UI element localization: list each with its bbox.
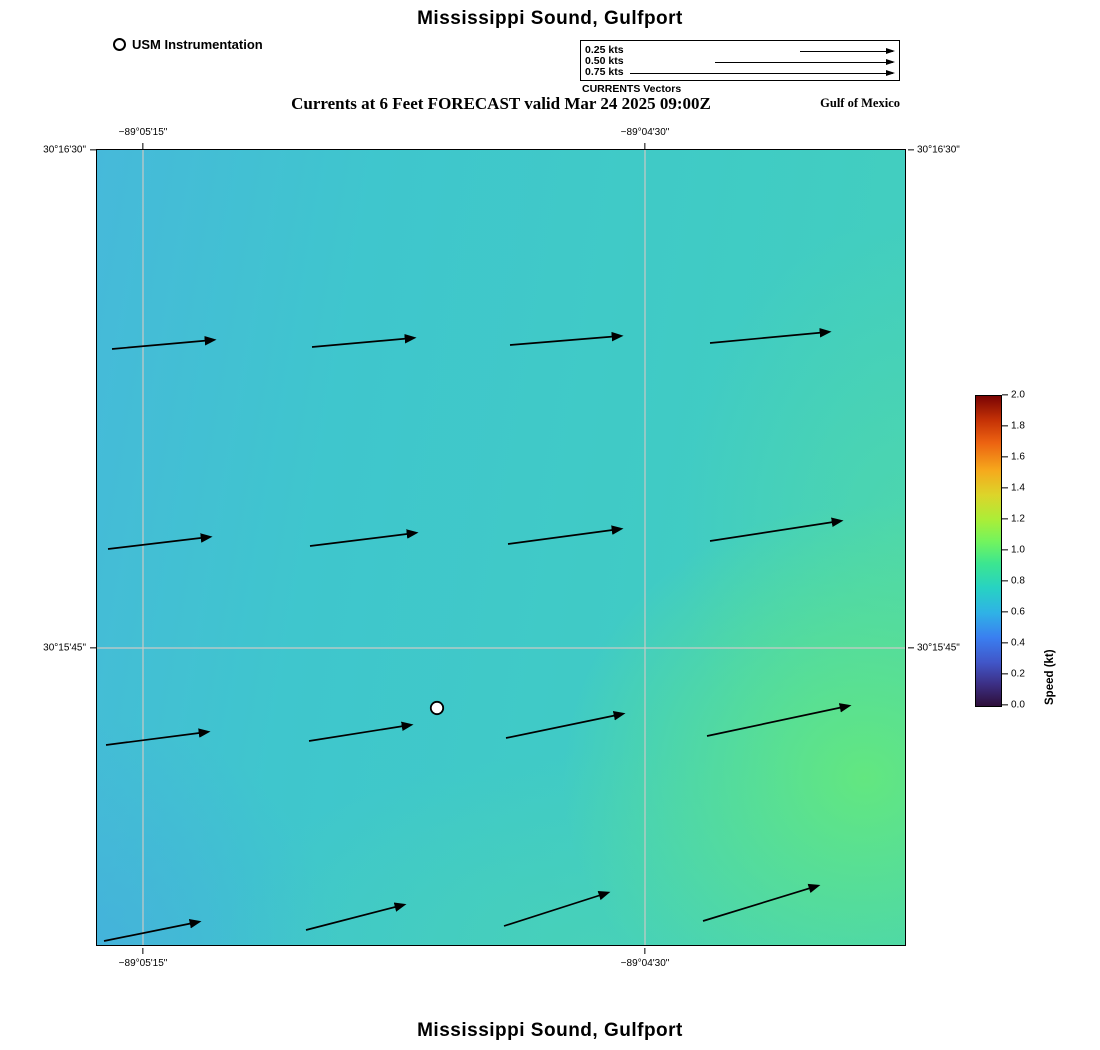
- colorbar-tick: [1002, 549, 1008, 551]
- colorbar-tick-label: 1.2: [1011, 513, 1025, 525]
- axis-tick-top: [644, 143, 646, 149]
- colorbar-tick-label: 0.0: [1011, 699, 1025, 711]
- current-vector-arrow: [311, 333, 417, 348]
- lat-tick-label-left: 30°16'30": [43, 144, 86, 156]
- colorbar-tick-label: 0.2: [1011, 668, 1025, 680]
- lon-tick-label-bottom: −89°04'30": [620, 958, 670, 969]
- colorbar-tick: [1002, 642, 1008, 644]
- colorbar-tick: [1002, 456, 1008, 458]
- lat-tick-label-left: 30°15'45": [43, 642, 86, 654]
- current-vector-arrow: [111, 335, 217, 350]
- colorbar-tick-label: 2.0: [1011, 389, 1025, 401]
- current-vector-arrow: [103, 918, 202, 942]
- usm-station-marker: [429, 700, 445, 716]
- axis-tick-bottom: [142, 948, 144, 954]
- axis-tick-top: [142, 143, 144, 149]
- current-vector-arrow: [709, 328, 832, 344]
- current-map: [96, 149, 906, 946]
- current-map-canvas: [97, 150, 905, 945]
- current-vector-arrow: [505, 711, 626, 739]
- current-vector-arrow: [309, 529, 419, 547]
- current-vector-arrow: [107, 533, 213, 550]
- vector-scale-label: 0.50 kts: [585, 55, 624, 67]
- colorbar-tick: [1002, 704, 1008, 706]
- current-vector-arrow: [509, 331, 624, 346]
- colorbar-tick-label: 1.4: [1011, 482, 1025, 494]
- current-vector-arrow: [507, 525, 624, 545]
- current-vector-arrow: [308, 721, 414, 742]
- colorbar-tick-label: 1.6: [1011, 451, 1025, 463]
- lat-tick-label-right: 30°16'30": [917, 144, 960, 156]
- vector-scale-arrow: [630, 72, 893, 74]
- colorbar-tick: [1002, 487, 1008, 489]
- colorbar-tick: [1002, 394, 1008, 396]
- forecast-subtitle: Currents at 6 Feet FORECAST valid Mar 24…: [291, 94, 711, 113]
- colorbar-tick-label: 1.0: [1011, 544, 1025, 556]
- vector-scale-row: 0.50 kts: [585, 56, 895, 67]
- speed-colorbar: [975, 395, 1002, 707]
- axis-tick-left: [90, 647, 96, 649]
- colorbar-tick-label: 0.8: [1011, 575, 1025, 587]
- region-label: Gulf of Mexico: [820, 96, 900, 110]
- lat-tick-label-right: 30°15'45": [917, 642, 960, 654]
- usm-instrumentation-legend: USM Instrumentation: [113, 37, 263, 52]
- axis-tick-bottom: [644, 948, 646, 954]
- axis-tick-right: [908, 647, 914, 649]
- vector-scale-legend: 0.25 kts 0.50 kts 0.75 kts: [580, 40, 900, 81]
- footer-title: Mississippi Sound, Gulfport: [417, 1020, 683, 1041]
- lon-tick-label-top: −89°04'30": [620, 127, 670, 138]
- colorbar-tick-label: 1.8: [1011, 420, 1025, 432]
- vector-scale-arrow: [800, 50, 893, 52]
- colorbar-tick: [1002, 580, 1008, 582]
- axis-tick-right: [908, 149, 914, 151]
- page-title: Mississippi Sound, Gulfport: [417, 8, 683, 29]
- axis-tick-left: [90, 149, 96, 151]
- colorbar-tick-label: 0.6: [1011, 606, 1025, 618]
- vector-scale-label: 0.75 kts: [585, 66, 624, 78]
- station-marker-icon: [113, 38, 126, 51]
- current-vector-arrow: [706, 703, 852, 737]
- current-vector-arrow: [702, 883, 821, 922]
- current-vector-arrow: [503, 891, 611, 927]
- vector-scale-row: 0.25 kts: [585, 45, 895, 56]
- usm-legend-label: USM Instrumentation: [132, 37, 263, 52]
- colorbar-tick: [1002, 425, 1008, 427]
- vector-scale-arrow: [715, 61, 893, 63]
- colorbar-title: Speed (kt): [1044, 649, 1056, 705]
- current-vector-arrow: [105, 728, 211, 746]
- lon-tick-label-bottom: −89°05'15": [118, 958, 168, 969]
- colorbar-tick: [1002, 611, 1008, 613]
- colorbar-tick: [1002, 518, 1008, 520]
- colorbar-tick-label: 0.4: [1011, 637, 1025, 649]
- vector-scale-row: 0.75 kts: [585, 67, 895, 78]
- vectors-caption: CURRENTS Vectors: [582, 83, 682, 95]
- colorbar-tick: [1002, 673, 1008, 675]
- lon-tick-label-top: −89°05'15": [118, 127, 168, 138]
- current-vector-arrow: [305, 902, 407, 931]
- vector-scale-label: 0.25 kts: [585, 44, 624, 56]
- current-vector-arrow: [709, 517, 844, 542]
